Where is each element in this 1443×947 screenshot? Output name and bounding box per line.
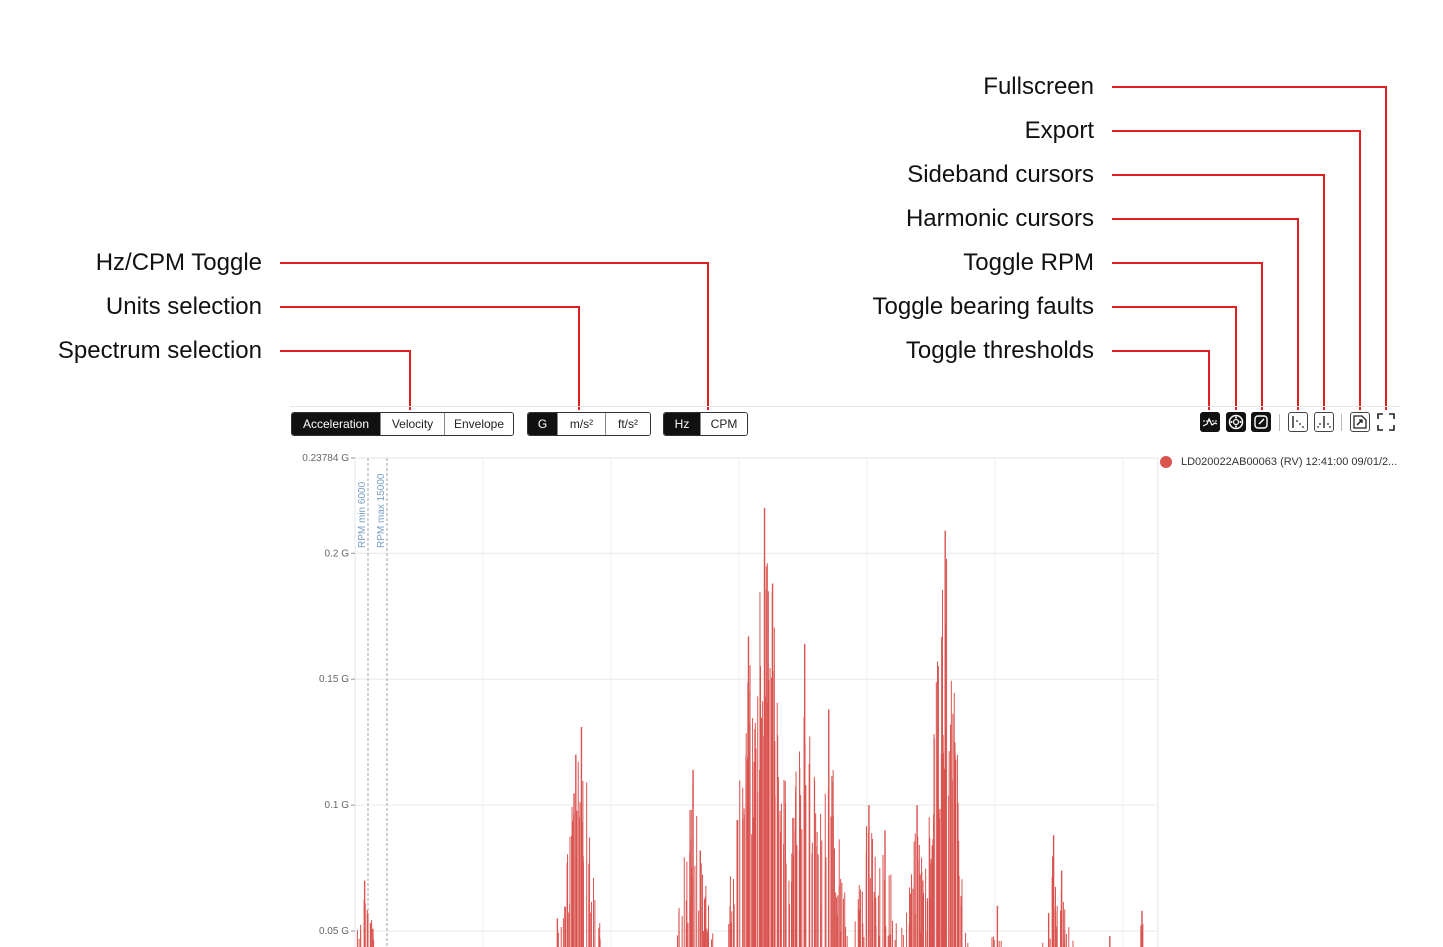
series-color-dot [1160, 456, 1172, 468]
callout-toggle-thresholds: Toggle thresholds [905, 337, 1094, 364]
units-selector: G m/s² ft/s² [527, 412, 651, 436]
callout-units-selection: Units selection [105, 293, 262, 320]
y-tick-label: 0.1 G [325, 800, 350, 811]
spectrum-acceleration-option[interactable]: Acceleration [292, 413, 381, 435]
toggle-rpm-button[interactable] [1251, 412, 1271, 432]
fullscreen-icon [1377, 413, 1395, 431]
leader-hzcpm [280, 262, 709, 410]
rpm-marker-label: RPM max 15000 [376, 473, 387, 548]
toggle-bearing-faults-button[interactable] [1226, 412, 1246, 432]
chart-legend[interactable]: LD020022AB00063 (RV) 12:41:00 09/01/2... [1160, 456, 1397, 468]
leader-bearing [1112, 306, 1237, 410]
bearing-faults-icon [1228, 414, 1244, 430]
rpm-gauge-icon [1254, 415, 1268, 429]
callout-hz-cpm-toggle: Hz/CPM Toggle [95, 249, 262, 276]
leader-units [280, 306, 580, 410]
sideband-cursors-button[interactable] [1314, 412, 1334, 432]
callout-export: Export [1024, 117, 1094, 144]
rpm-marker-label: RPM min 6000 [357, 481, 368, 548]
toggle-thresholds-button[interactable] [1200, 412, 1220, 432]
toolbar-separator [1279, 414, 1280, 431]
hz-cpm-toggle: Hz CPM [663, 412, 748, 436]
leader-export [1112, 130, 1361, 410]
legend-label: LD020022AB00063 (RV) 12:41:00 09/01/2... [1181, 456, 1398, 468]
harmonic-cursors-button[interactable] [1288, 412, 1308, 432]
y-tick-label: 0.05 G [319, 926, 349, 937]
unit-g-option[interactable]: G [528, 413, 558, 435]
leader-sideband [1112, 174, 1325, 410]
export-icon [1353, 415, 1367, 429]
spectrum-envelope-option[interactable]: Envelope [445, 413, 513, 435]
spectrum-chart[interactable]: 0.23784 G 0.2 G 0.15 G 0.1 G 0.05 G RPM min 6… [290, 446, 1170, 947]
callout-harmonic-cursors: Harmonic cursors [905, 205, 1094, 232]
fullscreen-button[interactable] [1376, 412, 1396, 432]
callout-toggle-rpm: Toggle RPM [963, 249, 1094, 276]
spectrum-velocity-option[interactable]: Velocity [381, 413, 445, 435]
y-tick-label: 0.2 G [325, 548, 350, 559]
toolbar-separator-2 [1341, 414, 1342, 431]
callout-sideband-cursors: Sideband cursors [907, 161, 1094, 188]
unit-ms2-option[interactable]: m/s² [558, 413, 606, 435]
toolbar-divider [290, 406, 1400, 407]
leader-fullscreen [1112, 86, 1387, 410]
leader-thresholds [1112, 350, 1210, 410]
unit-fts2-option[interactable]: ft/s² [606, 413, 650, 435]
thresholds-icon [1202, 417, 1218, 427]
leader-rpm [1112, 262, 1263, 410]
y-tick-label: 0.23784 G [302, 453, 349, 464]
y-tick-label: 0.15 G [319, 674, 349, 685]
export-button[interactable] [1350, 412, 1370, 432]
leader-harmonic [1112, 218, 1299, 410]
sideband-cursor-icon [1317, 416, 1331, 428]
plot-area [354, 457, 1159, 947]
callout-leader-lines [280, 86, 1387, 410]
spectrum-selector: Acceleration Velocity Envelope [291, 412, 514, 436]
callout-fullscreen: Fullscreen [983, 73, 1094, 100]
harmonic-cursor-icon [1292, 416, 1304, 428]
freq-hz-option[interactable]: Hz [664, 413, 701, 435]
callout-toggle-bearing-faults: Toggle bearing faults [872, 293, 1094, 320]
callout-spectrum-selection: Spectrum selection [57, 337, 262, 364]
freq-cpm-option[interactable]: CPM [701, 413, 747, 435]
leader-spectrum [280, 350, 411, 410]
